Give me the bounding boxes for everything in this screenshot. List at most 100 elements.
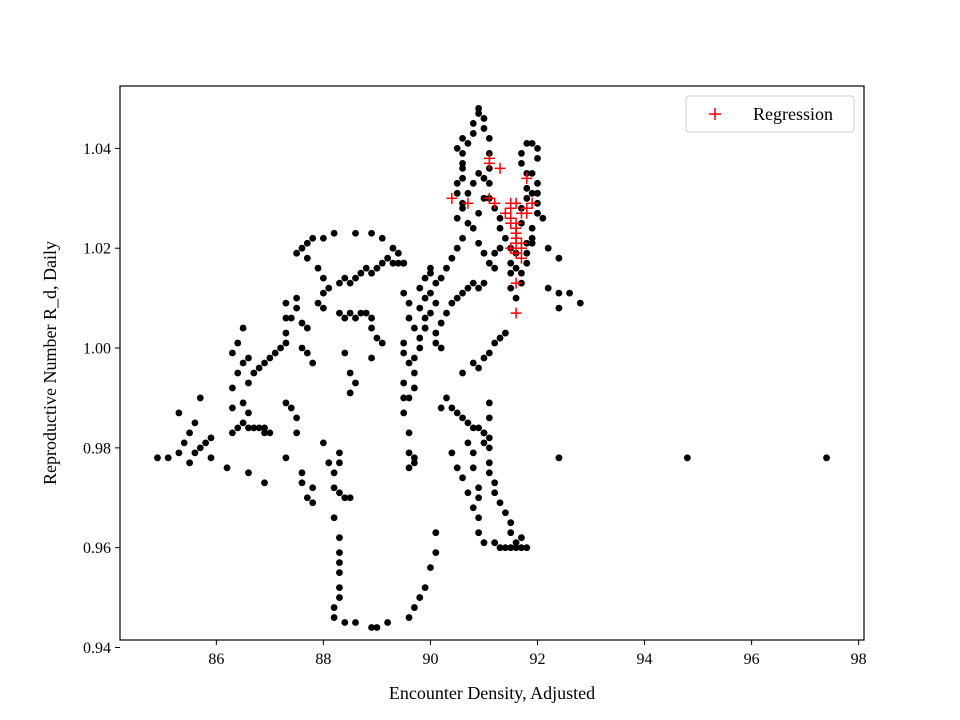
x-axis-label: Encounter Density, Adjusted xyxy=(389,683,595,703)
y-tick-label: 0.96 xyxy=(83,540,111,557)
data-point xyxy=(496,334,504,342)
data-point xyxy=(336,584,343,591)
data-point xyxy=(443,394,450,402)
data-point xyxy=(303,324,311,332)
data-point xyxy=(555,304,563,312)
data-point xyxy=(432,529,440,537)
data-point xyxy=(528,224,536,232)
data-point xyxy=(469,464,477,472)
data-point xyxy=(528,239,536,247)
data-point xyxy=(491,479,499,487)
regression-point xyxy=(489,197,501,209)
data-point xyxy=(261,429,268,437)
data-point xyxy=(336,569,343,577)
data-point xyxy=(336,459,343,467)
data-point xyxy=(346,369,354,377)
data-point xyxy=(336,279,343,287)
data-point xyxy=(485,469,493,477)
data-point xyxy=(282,339,290,347)
data-point xyxy=(405,314,413,322)
data-point xyxy=(229,384,236,392)
axis-ticks: 86 88 90 92 94 96 98 0.94 0.96 0.98 1.00 1.02 1.04 xyxy=(83,141,867,668)
y-tick-label: 1.00 xyxy=(83,341,111,358)
regression-point xyxy=(526,197,538,209)
data-point xyxy=(293,294,301,302)
regression-point xyxy=(515,252,527,264)
y-tick-label: 1.04 xyxy=(83,141,111,158)
data-point xyxy=(421,294,429,302)
data-point xyxy=(405,449,413,457)
data-point xyxy=(410,354,418,362)
data-point xyxy=(357,269,365,277)
data-point xyxy=(352,229,359,237)
data-point xyxy=(405,464,413,472)
data-point xyxy=(346,309,354,317)
y-tick-label: 1.02 xyxy=(83,241,111,258)
data-point xyxy=(485,399,493,407)
data-point xyxy=(491,249,499,257)
data-point xyxy=(432,279,440,287)
data-point xyxy=(400,339,408,347)
data-point xyxy=(459,474,466,482)
data-point xyxy=(309,359,317,367)
data-point xyxy=(341,349,349,357)
data-point xyxy=(330,484,338,492)
data-point xyxy=(437,404,445,412)
data-point xyxy=(229,349,236,357)
data-point xyxy=(186,459,193,467)
data-point xyxy=(400,289,408,297)
data-point xyxy=(443,309,450,317)
data-point xyxy=(410,324,418,332)
data-point xyxy=(303,349,311,357)
data-point xyxy=(293,249,301,257)
data-point xyxy=(469,449,477,457)
data-point xyxy=(319,289,327,297)
data-point xyxy=(464,189,472,197)
data-point xyxy=(389,244,397,252)
x-tick-label: 92 xyxy=(529,651,545,668)
x-tick-label: 96 xyxy=(744,651,760,668)
data-point xyxy=(352,379,359,387)
black-dot-series xyxy=(154,105,830,631)
data-point xyxy=(469,120,477,127)
data-point xyxy=(373,624,381,631)
data-point xyxy=(357,309,365,317)
data-point xyxy=(416,344,424,352)
data-point xyxy=(336,489,343,497)
data-point xyxy=(261,359,268,367)
data-point xyxy=(266,354,274,362)
data-point xyxy=(416,284,424,292)
data-point xyxy=(475,484,483,492)
regression-point xyxy=(510,307,522,319)
legend: Regression xyxy=(685,95,855,133)
regression-point xyxy=(515,237,527,249)
data-point xyxy=(480,539,488,547)
data-point xyxy=(475,209,483,217)
data-point xyxy=(245,469,252,477)
data-point xyxy=(523,249,531,257)
y-axis-label: Reproductive Number R_d, Daily xyxy=(40,241,60,485)
data-point xyxy=(314,264,322,272)
data-point xyxy=(416,304,424,312)
data-point xyxy=(410,459,418,467)
data-point xyxy=(464,139,472,147)
regression-point xyxy=(499,207,511,219)
data-point xyxy=(544,244,552,252)
data-point xyxy=(453,464,461,472)
data-point xyxy=(330,614,338,621)
data-point xyxy=(234,369,242,377)
data-point xyxy=(362,309,370,317)
data-point xyxy=(282,314,290,322)
data-point xyxy=(293,304,301,312)
data-point xyxy=(523,544,531,552)
data-point xyxy=(523,139,531,147)
data-point xyxy=(485,414,493,422)
data-point xyxy=(229,429,236,437)
legend-box xyxy=(685,95,855,133)
y-tick-label: 0.98 xyxy=(83,440,111,457)
data-point xyxy=(239,419,247,427)
data-point xyxy=(459,289,466,297)
data-point xyxy=(368,324,375,332)
data-point xyxy=(175,449,183,457)
data-point xyxy=(239,399,247,407)
